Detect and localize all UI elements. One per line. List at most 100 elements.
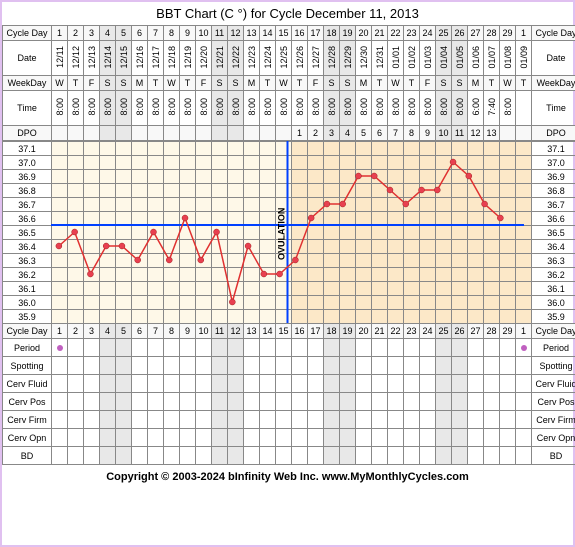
day-cell xyxy=(468,447,484,465)
day-cell xyxy=(132,411,148,429)
day-cell xyxy=(356,429,372,447)
day-cell xyxy=(52,447,68,465)
row-label: BD xyxy=(532,447,575,465)
day-cell: 22 xyxy=(388,26,404,41)
day-cell xyxy=(436,375,452,393)
day-cell xyxy=(212,357,228,375)
day-cell xyxy=(404,375,420,393)
day-cell xyxy=(68,429,84,447)
day-cell xyxy=(116,126,132,141)
day-cell: 8:00 xyxy=(244,91,260,126)
day-cell: S xyxy=(452,76,468,91)
day-cell: 8:00 xyxy=(212,91,228,126)
temp-marker xyxy=(371,173,377,179)
day-cell xyxy=(196,411,212,429)
day-cell xyxy=(260,393,276,411)
day-cell xyxy=(500,357,516,375)
day-cell xyxy=(180,375,196,393)
day-cell: W xyxy=(500,76,516,91)
day-cell xyxy=(500,126,516,141)
day-cell xyxy=(356,375,372,393)
day-cell xyxy=(324,447,340,465)
day-cell: F xyxy=(196,76,212,91)
row-label: Cerv Firm xyxy=(532,411,575,429)
day-cell xyxy=(180,447,196,465)
day-cell xyxy=(356,393,372,411)
day-cell: W xyxy=(52,76,68,91)
day-cell: F xyxy=(84,76,100,91)
day-cell xyxy=(164,411,180,429)
row-label: Cerv Fluid xyxy=(532,375,575,393)
day-cell: 27 xyxy=(468,26,484,41)
day-cell: 01/08 xyxy=(500,41,516,76)
day-cell xyxy=(404,429,420,447)
day-cell: 12/25 xyxy=(276,41,292,76)
day-cell xyxy=(148,357,164,375)
day-cell: T xyxy=(372,76,388,91)
day-cell: 21 xyxy=(372,26,388,41)
temp-marker xyxy=(450,159,456,165)
day-cell xyxy=(292,447,308,465)
day-cell xyxy=(116,411,132,429)
day-cell xyxy=(436,357,452,375)
day-cell xyxy=(164,375,180,393)
day-cell xyxy=(388,429,404,447)
day-cell xyxy=(260,375,276,393)
day-cell xyxy=(372,393,388,411)
day-cell: 19 xyxy=(340,26,356,41)
day-cell xyxy=(148,447,164,465)
day-cell: 12 xyxy=(468,126,484,141)
day-cell: 5 xyxy=(116,26,132,41)
day-cell: 28 xyxy=(484,26,500,41)
day-cell xyxy=(228,375,244,393)
day-cell xyxy=(292,375,308,393)
day-cell xyxy=(228,429,244,447)
day-cell xyxy=(292,357,308,375)
day-cell xyxy=(212,393,228,411)
day-cell: 8:00 xyxy=(452,91,468,126)
temp-marker xyxy=(261,271,267,277)
day-cell xyxy=(148,375,164,393)
day-cell: 8:00 xyxy=(324,91,340,126)
day-cell: 7 xyxy=(148,324,164,339)
day-cell xyxy=(420,393,436,411)
day-cell xyxy=(372,429,388,447)
day-cell: 20 xyxy=(356,26,372,41)
row-label: Spotting xyxy=(3,357,52,375)
temp-marker xyxy=(497,215,503,221)
day-cell xyxy=(212,411,228,429)
day-cell xyxy=(84,393,100,411)
day-cell xyxy=(52,339,68,357)
day-cell: 2 xyxy=(68,26,84,41)
day-cell xyxy=(372,339,388,357)
day-cell: 13 xyxy=(484,126,500,141)
cerv-fluid-row: Cerv FluidCerv Fluid xyxy=(3,375,575,393)
row-label: Cycle Day xyxy=(3,324,52,339)
day-cell: 8:00 xyxy=(52,91,68,126)
temp-marker xyxy=(482,201,488,207)
day-cell xyxy=(180,411,196,429)
day-cell: T xyxy=(260,76,276,91)
day-cell: 24 xyxy=(420,324,436,339)
day-cell xyxy=(180,126,196,141)
temp-marker xyxy=(166,257,172,263)
bd-row: BDBD xyxy=(3,447,575,465)
row-label: Period xyxy=(3,339,52,357)
day-cell xyxy=(68,339,84,357)
day-cell: 19 xyxy=(340,324,356,339)
day-cell xyxy=(372,447,388,465)
day-cell xyxy=(516,447,532,465)
temp-marker xyxy=(419,187,425,193)
row-label: Cerv Pos xyxy=(532,393,575,411)
day-cell xyxy=(500,339,516,357)
day-cell: 1 xyxy=(52,324,68,339)
temp-marker xyxy=(434,187,440,193)
day-cell xyxy=(244,126,260,141)
day-cell: 01/01 xyxy=(388,41,404,76)
day-cell xyxy=(516,393,532,411)
day-cell xyxy=(196,357,212,375)
day-cell: 12/28 xyxy=(324,41,340,76)
day-cell xyxy=(164,447,180,465)
day-cell: 5 xyxy=(116,324,132,339)
day-cell: 01/04 xyxy=(436,41,452,76)
